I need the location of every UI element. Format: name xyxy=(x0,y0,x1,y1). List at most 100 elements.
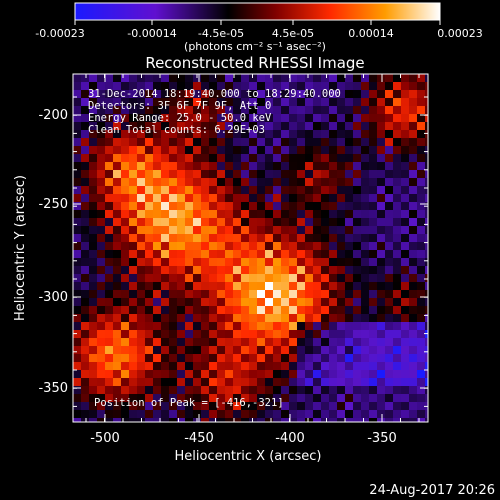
heatmap-cell xyxy=(225,394,233,402)
heatmap-cell xyxy=(233,370,241,378)
heatmap-cell xyxy=(393,306,401,314)
heatmap-cell xyxy=(81,410,89,418)
heatmap-cell xyxy=(401,266,409,274)
heatmap-cell xyxy=(425,138,428,146)
heatmap-cell xyxy=(321,386,329,394)
heatmap-cell xyxy=(329,362,337,370)
heatmap-cell xyxy=(329,114,337,122)
heatmap-cell xyxy=(97,322,105,330)
heatmap-cell xyxy=(177,218,185,226)
heatmap-cell xyxy=(425,258,428,266)
heatmap-cell xyxy=(353,146,361,154)
heatmap-cell xyxy=(361,274,369,282)
heatmap-cell xyxy=(137,322,145,330)
heatmap-cell xyxy=(73,338,81,346)
heatmap-cell xyxy=(97,106,105,114)
heatmap-cell xyxy=(185,306,193,314)
heatmap-cell xyxy=(153,402,161,410)
heatmap-cell xyxy=(361,154,369,162)
heatmap-cell xyxy=(81,394,89,402)
colorbar-tick-label: -4.5e-05 xyxy=(198,27,244,40)
heatmap-cell xyxy=(129,218,137,226)
heatmap-cell xyxy=(161,298,169,306)
heatmap-cell xyxy=(193,282,201,290)
heatmap-cell xyxy=(185,386,193,394)
heatmap-cell xyxy=(265,122,273,130)
heatmap-cell xyxy=(417,314,425,322)
heatmap-cell xyxy=(297,282,305,290)
heatmap-cell xyxy=(113,250,121,258)
heatmap-cell xyxy=(121,258,129,266)
heatmap-cell xyxy=(385,90,393,98)
heatmap-cell xyxy=(385,226,393,234)
heatmap-cell xyxy=(73,298,81,306)
heatmap-cell xyxy=(297,178,305,186)
heatmap-cell xyxy=(169,90,177,98)
heatmap-cell xyxy=(145,242,153,250)
heatmap-cell xyxy=(377,234,385,242)
heatmap-cell xyxy=(73,178,81,186)
heatmap-cell xyxy=(417,226,425,234)
heatmap-cell xyxy=(313,362,321,370)
heatmap-cell xyxy=(425,122,428,130)
heatmap-cell xyxy=(169,410,177,418)
heatmap-cell xyxy=(369,218,377,226)
heatmap-cell xyxy=(137,146,145,154)
heatmap-cell xyxy=(361,362,369,370)
heatmap-cell xyxy=(297,378,305,386)
heatmap-cell xyxy=(281,370,289,378)
heatmap-cell xyxy=(169,362,177,370)
heatmap-cell xyxy=(177,330,185,338)
heatmap-cell xyxy=(361,186,369,194)
heatmap-cell xyxy=(121,354,129,362)
heatmap-cell xyxy=(313,194,321,202)
heatmap-cell xyxy=(169,354,177,362)
heatmap-cell xyxy=(385,282,393,290)
heatmap-cell xyxy=(201,122,209,130)
heatmap-cell xyxy=(313,82,321,90)
heatmap-cell xyxy=(177,346,185,354)
heatmap-cell xyxy=(193,402,201,410)
heatmap-cell xyxy=(409,234,417,242)
heatmap-cell xyxy=(313,186,321,194)
heatmap-cell xyxy=(185,266,193,274)
heatmap-cell xyxy=(313,138,321,146)
heatmap-cell xyxy=(217,162,225,170)
heatmap-cell xyxy=(169,242,177,250)
heatmap-cell xyxy=(297,338,305,346)
heatmap-cell xyxy=(73,154,81,162)
heatmap-cell xyxy=(177,138,185,146)
heatmap-cell xyxy=(137,170,145,178)
heatmap-cell xyxy=(257,226,265,234)
heatmap-cell xyxy=(177,378,185,386)
heatmap-cell xyxy=(289,258,297,266)
heatmap-cell xyxy=(241,378,249,386)
heatmap-cell xyxy=(353,178,361,186)
heatmap-cell xyxy=(257,218,265,226)
heatmap-cell xyxy=(305,306,313,314)
heatmap-cell xyxy=(289,162,297,170)
heatmap-cell xyxy=(137,354,145,362)
heatmap-cell xyxy=(121,202,129,210)
heatmap-cell xyxy=(89,322,97,330)
heatmap-cell xyxy=(265,114,273,122)
heatmap-cell xyxy=(297,122,305,130)
heatmap-cell xyxy=(289,266,297,274)
heatmap-cell xyxy=(89,258,97,266)
heatmap-cell xyxy=(233,258,241,266)
heatmap-cell xyxy=(193,138,201,146)
heatmap-cell xyxy=(249,378,257,386)
heatmap-cell xyxy=(377,322,385,330)
heatmap-cell xyxy=(337,106,345,114)
heatmap-cell xyxy=(401,354,409,362)
heatmap-cell xyxy=(137,282,145,290)
heatmap-cell xyxy=(209,178,217,186)
heatmap-cell xyxy=(297,274,305,282)
heatmap-cell xyxy=(313,306,321,314)
heatmap-cell xyxy=(329,330,337,338)
heatmap-cell xyxy=(265,354,273,362)
heatmap-cell xyxy=(225,218,233,226)
heatmap-cell xyxy=(169,314,177,322)
heatmap-cell xyxy=(329,306,337,314)
heatmap-cell xyxy=(97,98,105,106)
